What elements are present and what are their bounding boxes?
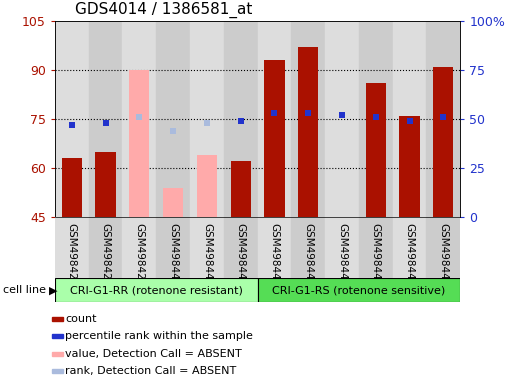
Bar — [52, 352, 63, 356]
Text: GSM498426: GSM498426 — [67, 223, 77, 286]
Bar — [52, 316, 63, 321]
Bar — [62, 158, 82, 217]
Text: cell line: cell line — [3, 285, 46, 295]
Bar — [122, 21, 156, 217]
Bar — [366, 83, 386, 217]
Bar — [393, 21, 426, 217]
Text: GSM498427: GSM498427 — [100, 223, 110, 286]
Bar — [190, 21, 224, 217]
Text: count: count — [65, 314, 97, 324]
Bar — [95, 152, 116, 217]
Bar — [156, 21, 190, 217]
Bar — [426, 217, 460, 278]
Bar — [426, 21, 460, 217]
Text: GSM498447: GSM498447 — [371, 223, 381, 286]
Text: GSM498446: GSM498446 — [337, 223, 347, 286]
Bar — [359, 217, 393, 278]
Bar — [325, 217, 359, 278]
Text: GDS4014 / 1386581_at: GDS4014 / 1386581_at — [75, 2, 253, 18]
Text: GSM498449: GSM498449 — [438, 223, 448, 286]
Bar — [298, 47, 319, 217]
Bar — [231, 162, 251, 217]
Text: GSM498445: GSM498445 — [303, 223, 313, 286]
Bar — [55, 278, 257, 302]
Text: GSM498442: GSM498442 — [202, 223, 212, 286]
Bar — [325, 21, 359, 217]
Bar — [257, 217, 291, 278]
Bar — [224, 217, 257, 278]
Bar — [359, 21, 393, 217]
Bar — [400, 116, 419, 217]
Bar — [55, 217, 89, 278]
Bar — [257, 21, 291, 217]
Text: CRI-G1-RS (rotenone sensitive): CRI-G1-RS (rotenone sensitive) — [272, 285, 446, 295]
Bar — [52, 369, 63, 374]
Bar — [129, 70, 150, 217]
Text: GSM498428: GSM498428 — [134, 223, 144, 286]
Text: ▶: ▶ — [49, 285, 57, 295]
Text: GSM498441: GSM498441 — [168, 223, 178, 286]
Text: GSM498448: GSM498448 — [405, 223, 415, 286]
Text: rank, Detection Call = ABSENT: rank, Detection Call = ABSENT — [65, 366, 237, 376]
Text: GSM498443: GSM498443 — [236, 223, 246, 286]
Bar — [156, 217, 190, 278]
Bar — [55, 21, 89, 217]
Bar — [393, 217, 426, 278]
Text: CRI-G1-RR (rotenone resistant): CRI-G1-RR (rotenone resistant) — [70, 285, 243, 295]
Bar — [197, 155, 217, 217]
Bar — [190, 217, 224, 278]
Bar — [122, 217, 156, 278]
Text: value, Detection Call = ABSENT: value, Detection Call = ABSENT — [65, 349, 242, 359]
Bar — [224, 21, 257, 217]
Bar — [89, 217, 122, 278]
Bar — [264, 60, 285, 217]
Bar — [163, 188, 183, 217]
Bar — [291, 21, 325, 217]
Bar — [291, 217, 325, 278]
Bar — [257, 278, 460, 302]
Bar — [433, 67, 453, 217]
Text: GSM498444: GSM498444 — [269, 223, 279, 286]
Bar — [52, 334, 63, 338]
Bar — [89, 21, 122, 217]
Text: percentile rank within the sample: percentile rank within the sample — [65, 331, 253, 341]
